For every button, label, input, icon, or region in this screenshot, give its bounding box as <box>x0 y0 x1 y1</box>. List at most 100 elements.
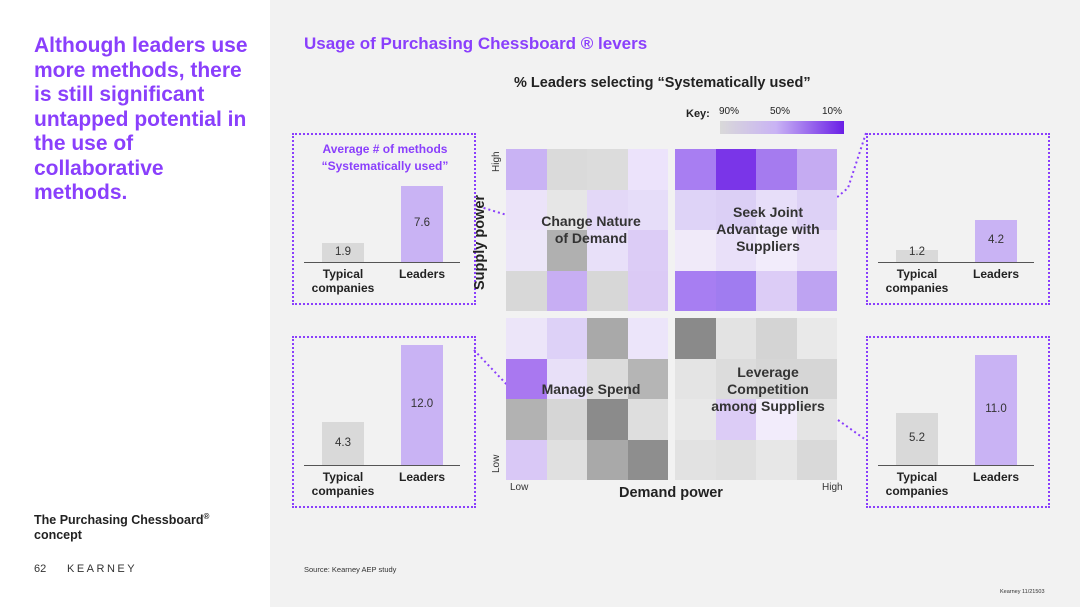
heat-cell <box>546 358 587 399</box>
bar-leaders-seek-joint <box>975 220 1017 262</box>
quadrant-label-leverage: Leverage Competition among Suppliers <box>711 364 825 414</box>
heat-cell <box>675 358 716 399</box>
heat-cell <box>506 399 547 440</box>
bar-typical-leverage <box>896 413 938 465</box>
heat-cell <box>546 399 587 440</box>
box-change-nature <box>292 133 476 305</box>
heat-cell <box>675 149 716 190</box>
x-axis-label: Demand power <box>619 485 723 501</box>
category-leaders-seek-joint: Leaders <box>972 267 1020 281</box>
box-seek-joint <box>866 133 1050 305</box>
concept-line2: concept <box>34 528 82 543</box>
heat-cell <box>627 189 668 230</box>
heat-cell <box>546 149 587 190</box>
heat-cell <box>796 189 837 230</box>
heat-cell <box>587 149 628 190</box>
heat-cell <box>675 230 716 271</box>
category-leaders-leverage: Leaders <box>972 470 1020 484</box>
heat-cell <box>675 270 716 311</box>
color-key-gradient <box>720 121 844 134</box>
heat-cell <box>756 270 797 311</box>
heat-cell <box>675 189 716 230</box>
heat-cell <box>627 318 668 359</box>
concept-registered-mark: ® <box>203 512 210 521</box>
bar-leaders-manage-spend <box>401 345 443 465</box>
heat-cell <box>587 399 628 440</box>
chart-title: Usage of Purchasing Chessboard ® levers <box>304 34 648 53</box>
box-manage-spend <box>292 336 476 508</box>
heat-cell <box>587 439 628 480</box>
key-tick-10: 10% <box>822 106 843 117</box>
value-leaders-manage-spend: 12.0 <box>410 398 434 410</box>
heat-cell <box>546 230 587 271</box>
heat-cell <box>796 149 837 190</box>
key-tick-90: 90% <box>719 106 740 117</box>
bar-leaders-change-nature <box>401 186 443 262</box>
heat-cell <box>675 318 716 359</box>
y-tick-low: Low <box>491 454 502 473</box>
heat-cell <box>796 439 837 480</box>
heat-cell <box>675 439 716 480</box>
value-leaders-seek-joint: 4.2 <box>988 234 1004 246</box>
value-typical-seek-joint: 1.2 <box>909 246 925 258</box>
key-tick-50: 50% <box>770 106 791 117</box>
baseline-change-nature <box>304 262 460 263</box>
heat-cell <box>756 439 797 480</box>
heat-cell <box>796 399 837 440</box>
category-typical-leverage: Typical companies <box>885 470 949 498</box>
heat-cell <box>506 318 547 359</box>
baseline-manage-spend <box>304 465 460 466</box>
box-leverage-competition <box>866 336 1050 508</box>
category-leaders-manage-spend: Leaders <box>398 470 446 484</box>
y-tick-high: High <box>491 151 502 172</box>
baseline-seek-joint <box>878 262 1034 263</box>
heat-cell <box>627 439 668 480</box>
heat-cell <box>587 270 628 311</box>
heat-cell <box>627 270 668 311</box>
heat-cell <box>506 230 547 271</box>
heat-cell <box>756 230 797 271</box>
value-typical-change-nature: 1.9 <box>335 245 351 258</box>
value-leaders-leverage: 11.0 <box>985 403 1007 415</box>
heat-cell <box>756 149 797 190</box>
category-typical-seek-joint: Typical companies <box>885 267 949 295</box>
heat-cell <box>796 270 837 311</box>
heat-cell <box>715 230 756 271</box>
category-leaders-change-nature: Leaders <box>398 267 446 281</box>
bar-typical-seek-joint <box>896 250 938 262</box>
heat-cell <box>506 189 547 230</box>
bar-typical-change-nature <box>322 243 364 262</box>
concept-title: The Purchasing Chessboard® concept <box>34 509 254 543</box>
heat-cell <box>756 358 797 399</box>
heat-cell <box>627 149 668 190</box>
key-label: Key: <box>686 108 710 120</box>
x-tick-low: Low <box>510 482 529 493</box>
average-methods-title: Average # of methods “Systematically use… <box>321 142 449 173</box>
brand-logo: KEARNEY <box>67 563 138 575</box>
heat-cell <box>546 318 587 359</box>
heat-cell <box>796 318 837 359</box>
quadrant-label-seek-joint: Seek Joint Advantage with Suppliers <box>716 204 820 254</box>
chart-subtitle: % Leaders selecting “Systematically used… <box>514 75 811 91</box>
footer-code: Kearney 11/21503 <box>1000 589 1045 595</box>
bar-leaders-leverage <box>975 355 1017 465</box>
baseline-leverage <box>878 465 1034 466</box>
value-leaders-change-nature: 7.6 <box>414 217 430 229</box>
x-tick-high: High <box>822 482 843 493</box>
heat-cell <box>627 358 668 399</box>
heat-cell <box>756 189 797 230</box>
heat-cell <box>715 439 756 480</box>
heat-cell <box>715 270 756 311</box>
heat-cell <box>506 358 547 399</box>
heat-cell <box>756 318 797 359</box>
category-typical-change-nature: Typical companies <box>311 267 375 295</box>
value-typical-leverage: 5.2 <box>909 432 925 444</box>
heat-cell <box>587 318 628 359</box>
heat-cell <box>796 358 837 399</box>
heatmap <box>506 149 849 480</box>
y-axis-label: Supply power <box>472 194 488 290</box>
heat-cell <box>715 149 756 190</box>
heat-cell <box>587 230 628 271</box>
heat-cell <box>546 439 587 480</box>
heat-cell <box>715 399 756 440</box>
